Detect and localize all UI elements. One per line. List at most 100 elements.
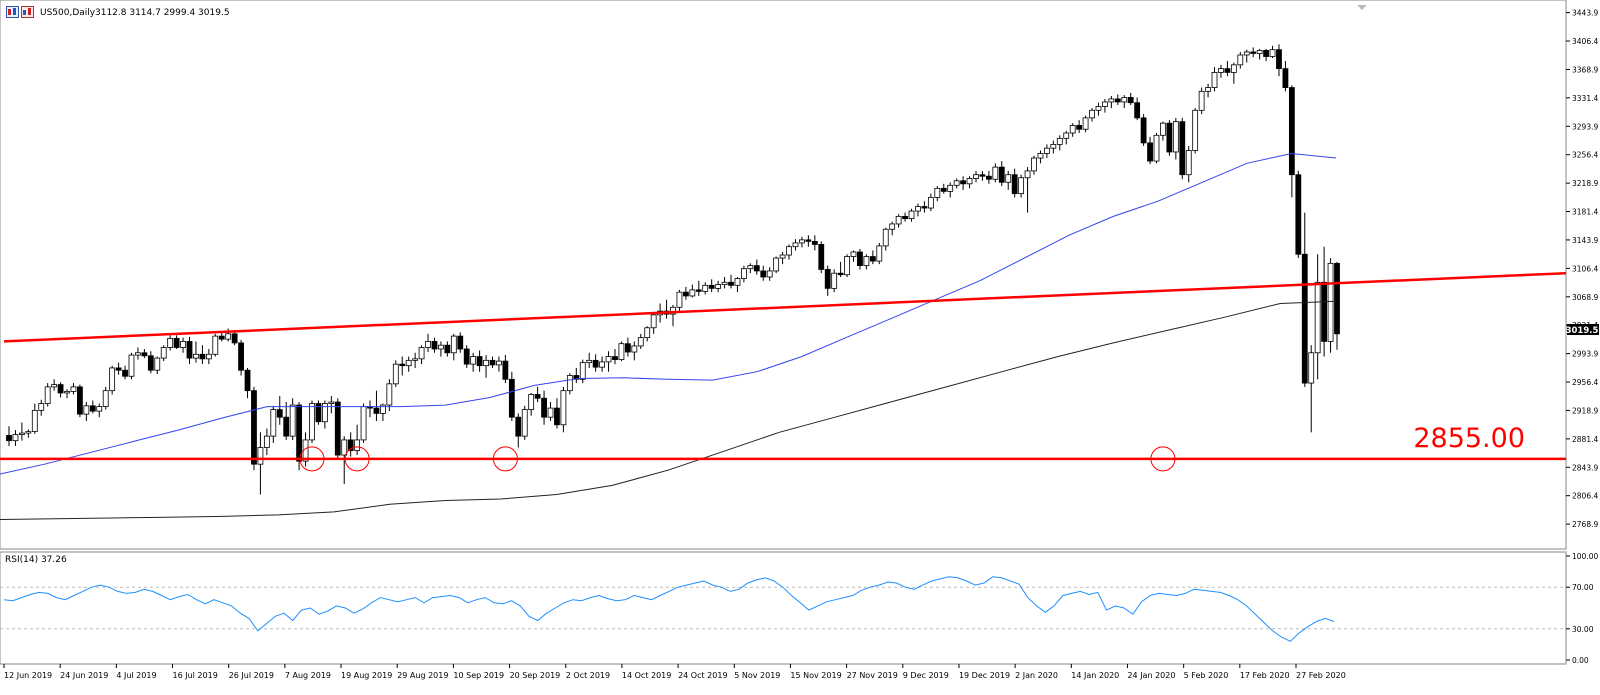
candle-body bbox=[51, 384, 58, 388]
candle-body bbox=[122, 369, 128, 377]
candle-body bbox=[708, 284, 715, 289]
candle-body bbox=[837, 272, 844, 276]
candle-body bbox=[1056, 137, 1063, 145]
candle-body bbox=[599, 361, 605, 368]
candle-body bbox=[1166, 122, 1173, 153]
candle-body bbox=[1211, 72, 1218, 88]
candle-body bbox=[1076, 125, 1083, 130]
candle-body bbox=[1295, 174, 1302, 255]
rsi-line bbox=[3, 576, 1335, 642]
candle-body bbox=[309, 403, 315, 441]
candle-body bbox=[44, 386, 51, 404]
x-tick-label: 29 Aug 2019 bbox=[397, 671, 448, 680]
candle-body bbox=[547, 407, 554, 418]
candle-body bbox=[167, 337, 174, 348]
candle-body bbox=[554, 407, 560, 426]
candle-body bbox=[1160, 122, 1166, 136]
candle-body bbox=[450, 335, 457, 354]
y-tick-label: 2881.4 bbox=[1572, 435, 1598, 444]
support-touch-circle bbox=[492, 446, 518, 472]
candle-body bbox=[444, 344, 451, 354]
x-tick-label: 4 Jul 2019 bbox=[116, 671, 156, 680]
candle-body bbox=[985, 175, 992, 180]
candle-body bbox=[1018, 177, 1025, 195]
candle-body bbox=[135, 352, 141, 356]
x-tick-label: 5 Nov 2019 bbox=[734, 671, 780, 680]
candle-body bbox=[1243, 51, 1250, 56]
rsi-tick-label: 0.00 bbox=[1572, 656, 1589, 665]
candle-body bbox=[1192, 109, 1199, 151]
candle-body bbox=[728, 281, 734, 286]
candle-body bbox=[1327, 262, 1334, 342]
candle-body bbox=[850, 251, 857, 257]
rsi-tick-label: 30.00 bbox=[1572, 625, 1594, 634]
candle-body bbox=[786, 246, 792, 256]
x-tick-label: 17 Feb 2020 bbox=[1240, 671, 1290, 680]
candle-body bbox=[766, 270, 773, 278]
candle-body bbox=[31, 409, 38, 432]
candle-body bbox=[412, 358, 419, 361]
candle-body bbox=[102, 390, 109, 407]
candle-body bbox=[953, 180, 960, 186]
candle-body bbox=[799, 239, 805, 244]
candle-body bbox=[605, 356, 612, 363]
rsi-pane bbox=[0, 551, 1567, 665]
support-level-label: 2855.00 bbox=[1413, 423, 1525, 454]
candle-body bbox=[96, 406, 103, 412]
candle-body bbox=[141, 352, 148, 357]
candle-body bbox=[109, 367, 116, 392]
candle-body bbox=[618, 343, 625, 360]
candle-body bbox=[1276, 49, 1282, 70]
x-tick-label: 19 Dec 2019 bbox=[959, 671, 1010, 680]
candle-body bbox=[560, 390, 567, 426]
candle-body bbox=[1147, 142, 1153, 162]
candle-body bbox=[354, 439, 361, 451]
candle-body bbox=[173, 337, 180, 348]
candle-body bbox=[811, 240, 818, 245]
candle-body bbox=[973, 174, 979, 179]
y-tick-label: 3256.4 bbox=[1572, 151, 1598, 160]
candle-body bbox=[876, 245, 883, 262]
candle-body bbox=[231, 333, 238, 344]
candle-body bbox=[334, 401, 341, 456]
y-tick-label: 3143.9 bbox=[1572, 236, 1598, 245]
candle-body bbox=[1140, 117, 1147, 144]
candle-body bbox=[457, 335, 464, 350]
x-tick-label: 2 Oct 2019 bbox=[566, 671, 610, 680]
candle-body bbox=[747, 265, 754, 270]
candle-body bbox=[212, 335, 219, 355]
candle-body bbox=[1069, 125, 1076, 134]
candle-body bbox=[682, 291, 689, 297]
candle-body bbox=[425, 341, 431, 348]
candle-body bbox=[566, 375, 573, 392]
candle-body bbox=[1269, 49, 1276, 57]
candle-body bbox=[844, 256, 850, 276]
candle-body bbox=[128, 354, 135, 377]
candle-body bbox=[579, 362, 586, 380]
x-tick-label: 24 Jun 2019 bbox=[60, 671, 108, 680]
x-tick-label: 15 Nov 2019 bbox=[790, 671, 841, 680]
candle-body bbox=[244, 369, 251, 392]
scroll-marker-icon[interactable] bbox=[1357, 5, 1367, 10]
candle-body bbox=[863, 256, 870, 267]
candle-body bbox=[1063, 132, 1070, 139]
rsi-header-label: RSI(14) 37.26 bbox=[5, 555, 67, 565]
candle-body bbox=[1301, 253, 1308, 384]
candle-body bbox=[915, 206, 921, 212]
x-tick-label: 5 Feb 2020 bbox=[1184, 671, 1229, 680]
candle-body bbox=[263, 435, 270, 448]
candle-body bbox=[1224, 68, 1231, 73]
candle-body bbox=[115, 367, 122, 371]
candle-body bbox=[1237, 54, 1244, 66]
candle-body bbox=[1153, 134, 1160, 162]
candle-body bbox=[1037, 153, 1044, 159]
candle-body bbox=[1263, 50, 1269, 57]
candle-body bbox=[889, 223, 896, 230]
support-touch-circle bbox=[1150, 446, 1176, 472]
candle-body bbox=[1230, 64, 1237, 73]
candle-body bbox=[934, 187, 941, 198]
candle-body bbox=[998, 166, 1005, 183]
moving-average-fast bbox=[0, 152, 1337, 475]
candle-body bbox=[193, 353, 199, 359]
candle-body bbox=[1205, 87, 1211, 92]
